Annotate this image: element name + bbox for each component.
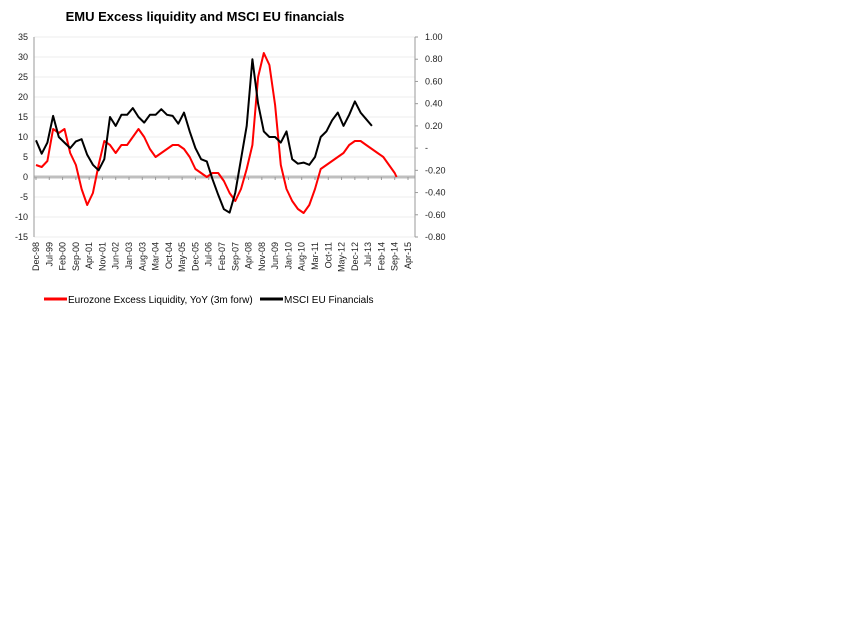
x-tick-label: Jan-10 [283,242,293,270]
x-tick-label: Nov-08 [257,242,267,271]
x-tick-label: May-05 [177,242,187,272]
y-right-tick-label: -0.60 [425,210,446,220]
x-tick-label: Oct-04 [164,242,174,269]
y-left-tick-label: 5 [23,152,28,162]
y-left-tick-label: -5 [20,192,28,202]
x-tick-label: Jun-02 [111,242,121,270]
y-left-tick-label: 10 [18,132,28,142]
y-axis-right-ticks: 1.00 0.80 0.60 0.40 0.20 - -0.20 -0.40 -0.60 -0.8… [415,32,446,242]
legend-label-liquidity: Eurozone Excess Liquidity, YoY (3m forw) [68,295,253,306]
gridlines [34,36,415,238]
y-left-tick-label: 35 [18,32,28,42]
series-line-msci-eu-financials [35,58,373,214]
x-tick-label: Dec-98 [31,242,41,271]
x-tick-label: Mar-04 [151,242,161,271]
x-tick-label: Dec-05 [190,242,200,271]
x-tick-label: Sep-07 [230,242,240,271]
y-axis-left-ticks: 35 30 25 20 15 10 5 0 -5 -10 -15 [15,32,28,242]
axes [33,37,416,237]
y-right-tick-label: -0.20 [425,165,446,175]
y-right-tick-label: 0.20 [425,121,443,131]
y-right-tick-label: 0.80 [425,54,443,64]
x-tick-label: Sep-14 [390,242,400,271]
x-tick-label: Aug-03 [137,242,147,271]
y-left-tick-label: 25 [18,72,28,82]
chart-title: EMU Excess liquidity and MSCI EU financi… [66,9,345,24]
x-tick-label: Apr-08 [244,242,254,269]
legend: Eurozone Excess Liquidity, YoY (3m forw)… [44,295,373,306]
x-tick-label: Apr-01 [84,242,94,269]
x-tick-label: Mar-11 [310,242,320,270]
x-tick-label: Dec-12 [350,242,360,271]
y-right-tick-label: - [425,143,428,153]
x-tick-label: Aug-10 [297,242,307,271]
y-left-tick-label: 15 [18,112,28,122]
y-right-tick-label: 0.60 [425,76,443,86]
legend-label-msci: MSCI EU Financials [284,295,373,306]
y-left-tick-label: -15 [15,232,28,242]
y-right-tick-label: 0.40 [425,99,443,109]
x-tick-label: Feb-14 [376,242,386,271]
x-tick-label: May-12 [337,242,347,272]
y-right-tick-label: -0.40 [425,188,446,198]
x-axis-ticks: Dec-98 Jul-99 Feb-00 Sep-00 Apr-01 Nov-01 Jun-… [31,177,413,272]
x-tick-label: Jun-09 [270,242,280,270]
x-tick-label: Jul-06 [204,242,214,267]
series-lines [35,52,398,214]
x-tick-label: Jan-03 [124,242,134,270]
x-tick-label: Sep-00 [71,242,81,271]
y-left-tick-label: -10 [15,212,28,222]
y-right-tick-label: 1.00 [425,32,443,42]
x-tick-label: Feb-07 [217,242,227,271]
y-right-tick-label: -0.80 [425,232,446,242]
x-tick-label: Nov-01 [97,242,107,271]
x-tick-label: Apr-15 [403,242,413,269]
x-tick-label: Oct-11 [323,242,333,268]
y-left-tick-label: 20 [18,92,28,102]
y-left-tick-label: 30 [18,52,28,62]
x-tick-label: Jul-99 [44,242,54,267]
y-left-tick-label: 0 [23,172,28,182]
x-tick-label: Jul-13 [363,242,373,267]
x-tick-label: Feb-00 [58,242,68,271]
